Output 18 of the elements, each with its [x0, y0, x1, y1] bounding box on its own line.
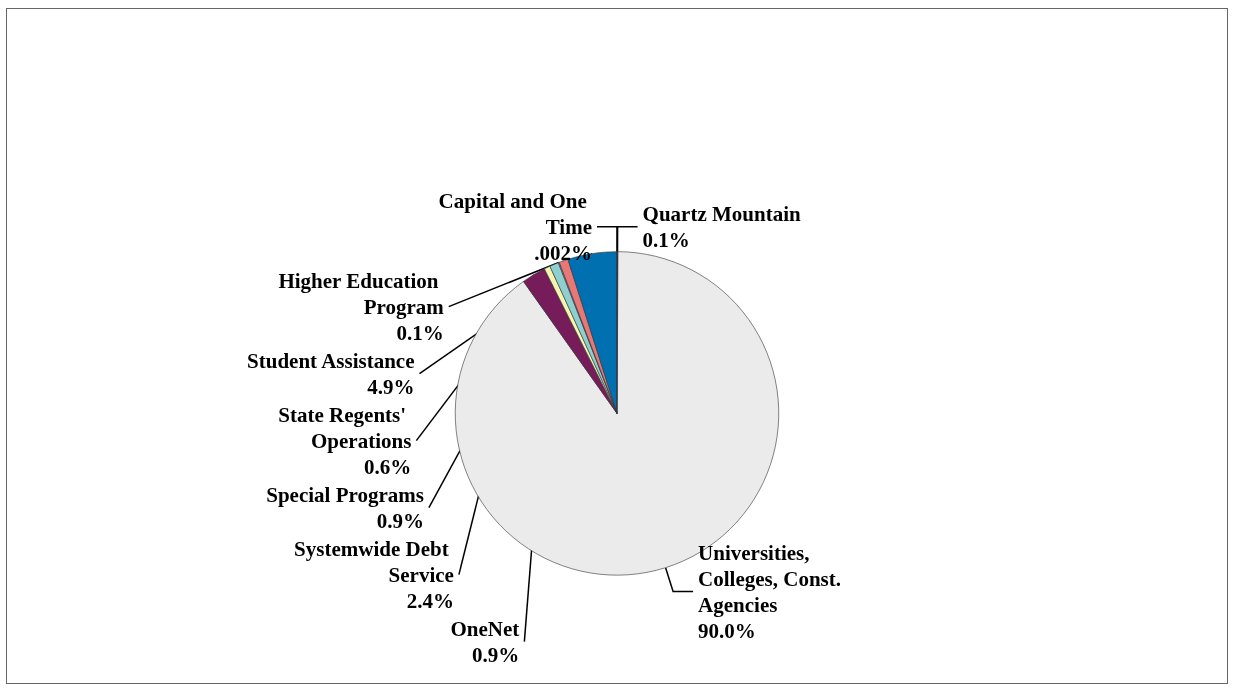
data-label: 4.9%: [367, 374, 415, 399]
slice-label: Systemwide Debt Service: [294, 536, 454, 587]
data-label: 0.9%: [472, 642, 520, 667]
data-label: 0.1%: [396, 320, 444, 345]
data-label: 90.0%: [698, 618, 756, 643]
data-label: 2.4%: [406, 588, 454, 613]
data-label: 0.1%: [642, 227, 690, 252]
slice-label: Special Programs: [266, 482, 424, 507]
slice-label: Higher Education Program: [278, 268, 445, 319]
data-label: 0.6%: [364, 454, 412, 479]
slice-label: State Regents' Operations: [278, 402, 412, 453]
data-label: 0.9%: [376, 508, 424, 533]
slice-label: OneNet: [450, 616, 520, 641]
slice-label: Universities, Colleges, Const. Agencies: [698, 540, 847, 617]
slice-label: Capital and One Time: [438, 188, 592, 239]
data-label: .002%: [534, 240, 592, 265]
slice-label: Student Assistance: [247, 348, 415, 373]
slice-label: Quartz Mountain: [642, 201, 801, 226]
